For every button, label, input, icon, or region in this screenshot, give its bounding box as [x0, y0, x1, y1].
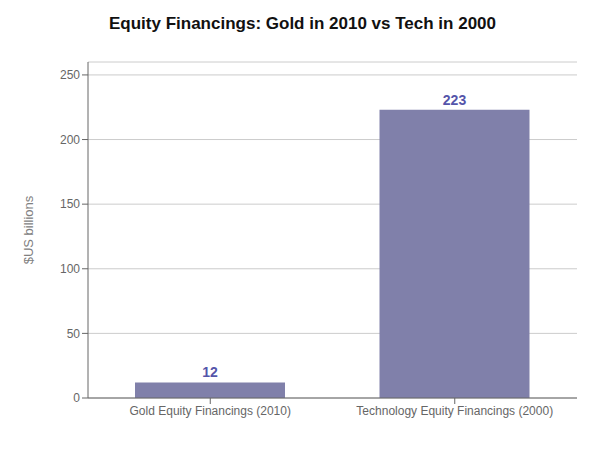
- svg-text:$US billions: $US billions: [21, 195, 36, 264]
- svg-text:250: 250: [60, 68, 80, 82]
- html-text:Equity Financings: Gold in 201: Equity Financings: Gold in 2010 vs Tech …: [109, 14, 496, 33]
- svg-text:150: 150: [60, 197, 80, 211]
- svg-text:0: 0: [73, 391, 80, 405]
- svg-text:12: 12: [202, 364, 218, 380]
- svg-text:Gold Equity Financings (2010): Gold Equity Financings (2010): [130, 404, 291, 418]
- svg-text:200: 200: [60, 133, 80, 147]
- svg-text:Technology Equity Financings (: Technology Equity Financings (2000): [356, 404, 553, 418]
- svg-text:100: 100: [60, 262, 80, 276]
- svg-text:223: 223: [443, 92, 467, 108]
- svg-text:50: 50: [67, 327, 81, 341]
